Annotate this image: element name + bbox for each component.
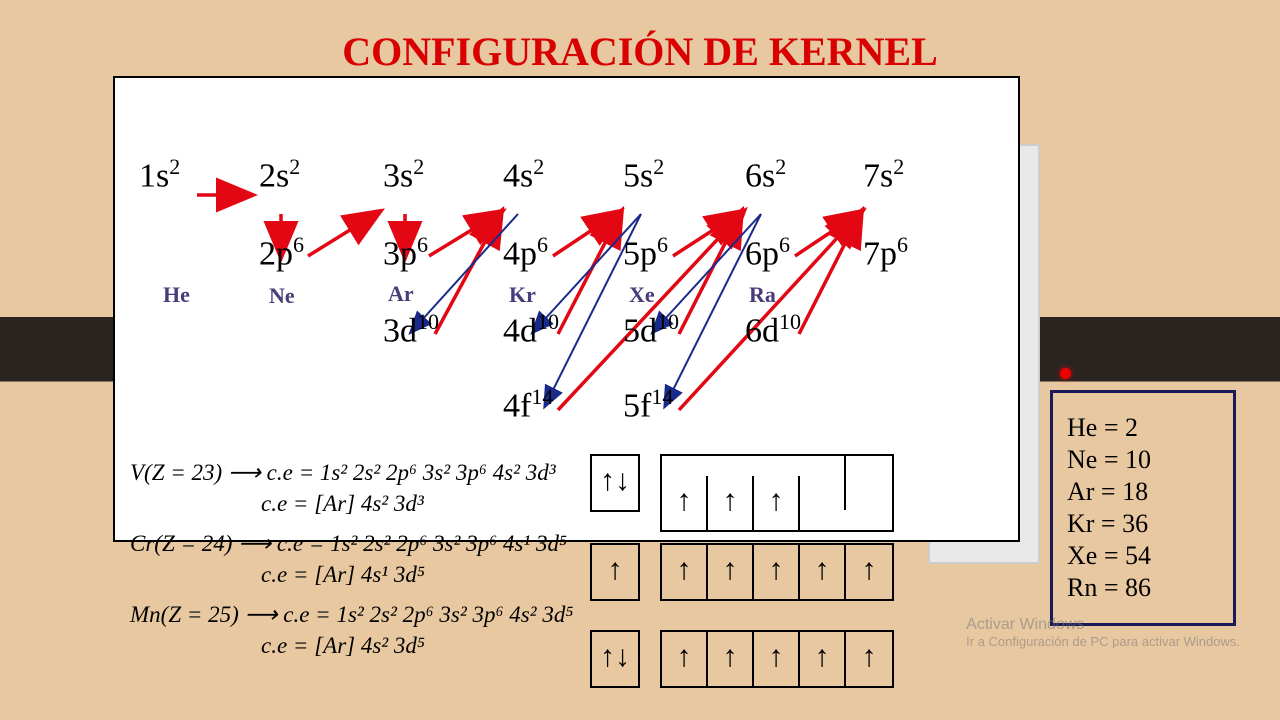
s-orbital-box: ↑	[590, 543, 640, 601]
legend-row-xe: Xe = 54	[1067, 541, 1219, 571]
watermark-line2: Ir a Configuración de PC para activar Wi…	[966, 634, 1240, 649]
spin-cell: ↑	[754, 545, 800, 599]
orbital-3s: 3s2	[383, 154, 424, 195]
page-title: CONFIGURACIÓN DE KERNEL	[0, 28, 1280, 75]
noble-label-ne: Ne	[269, 283, 295, 309]
legend-row-he: He = 2	[1067, 413, 1219, 443]
spin-cell: ↑	[846, 545, 892, 599]
orbital-6p: 6p6	[745, 232, 790, 273]
spin-cell: ↑	[708, 545, 754, 599]
legend-row-kr: Kr = 36	[1067, 509, 1219, 539]
orbital-3p: 3p6	[383, 232, 428, 273]
noble-label-he: He	[163, 282, 190, 308]
orbital-7s: 7s2	[863, 154, 904, 195]
orbital-5f: 5f14	[623, 384, 673, 425]
spin-cell: ↑	[662, 632, 708, 686]
laser-pointer-icon	[1060, 368, 1071, 379]
orbital-2s: 2s2	[259, 154, 300, 195]
orbital-2p: 2p6	[259, 232, 304, 273]
spin-cell: ↑	[708, 632, 754, 686]
legend-row-ar: Ar = 18	[1067, 477, 1219, 507]
windows-activation-watermark: Activar Windows Ir a Configuración de PC…	[966, 616, 1240, 649]
orbital-5d: 5d10	[623, 309, 679, 350]
orbital-5s: 5s2	[623, 154, 664, 195]
orbital-7p: 7p6	[863, 232, 908, 273]
orbital-1s: 1s2	[139, 154, 180, 195]
orbital-6d: 6d10	[745, 309, 801, 350]
noble-label-ra: Ra	[749, 282, 776, 308]
spin-cell	[846, 456, 892, 510]
d-orbital-box: ↑↑↑↑↑	[660, 630, 894, 688]
orbital-4f: 4f14	[503, 384, 553, 425]
d-orbital-box: ↑↑↑↑↑	[660, 543, 894, 601]
orbital-box-row-2: ↑↓↑↑↑↑↑	[590, 630, 894, 688]
spin-cell: ↑	[800, 632, 846, 686]
orbital-3d: 3d10	[383, 309, 439, 350]
orbital-box-row-1: ↑↑↑↑↑↑	[590, 543, 894, 601]
orbital-5p: 5p6	[623, 232, 668, 273]
spin-cell: ↑	[754, 476, 800, 530]
noble-label-xe: Xe	[629, 282, 655, 308]
spin-cell	[800, 456, 846, 510]
spin-cell: ↑	[754, 632, 800, 686]
legend-row-ne: Ne = 10	[1067, 445, 1219, 475]
eq-v-long: V(Z = 23) ⟶ c.e = 1s² 2s² 2p⁶ 3s² 3p⁶ 4s…	[130, 460, 1030, 486]
spin-cell: ↑	[662, 545, 708, 599]
watermark-line1: Activar Windows	[966, 616, 1240, 634]
equations: V(Z = 23) ⟶ c.e = 1s² 2s² 2p⁶ 3s² 3p⁶ 4s…	[130, 455, 1030, 664]
orbital-box-row-0: ↑↓↑↑↑	[590, 454, 894, 532]
spin-cell: ↑	[592, 545, 638, 599]
s-orbital-box: ↑↓	[590, 454, 640, 512]
noble-label-kr: Kr	[509, 282, 536, 308]
orbital-6s: 6s2	[745, 154, 786, 195]
s-orbital-box: ↑↓	[590, 630, 640, 688]
noble-gas-legend: He = 2Ne = 10Ar = 18Kr = 36Xe = 54Rn = 8…	[1050, 390, 1236, 626]
spin-cell: ↑	[800, 545, 846, 599]
orbital-4p: 4p6	[503, 232, 548, 273]
d-orbital-box: ↑↑↑	[660, 454, 894, 532]
eq-cr-long: Cr(Z = 24) ⟶ c.e = 1s² 2s² 2p⁶ 3s² 3p⁶ 4…	[130, 531, 1030, 557]
spin-cell: ↑↓	[592, 632, 638, 686]
spin-cell: ↑	[708, 476, 754, 530]
orbital-4d: 4d10	[503, 309, 559, 350]
orbital-4s: 4s2	[503, 154, 544, 195]
eq-mn-long: Mn(Z = 25) ⟶ c.e = 1s² 2s² 2p⁶ 3s² 3p⁶ 4…	[130, 602, 1030, 628]
noble-label-ar: Ar	[388, 281, 414, 307]
spin-cell: ↑	[846, 632, 892, 686]
spin-cell: ↑	[662, 476, 708, 530]
legend-row-rn: Rn = 86	[1067, 573, 1219, 603]
spin-cell: ↑↓	[592, 456, 638, 510]
